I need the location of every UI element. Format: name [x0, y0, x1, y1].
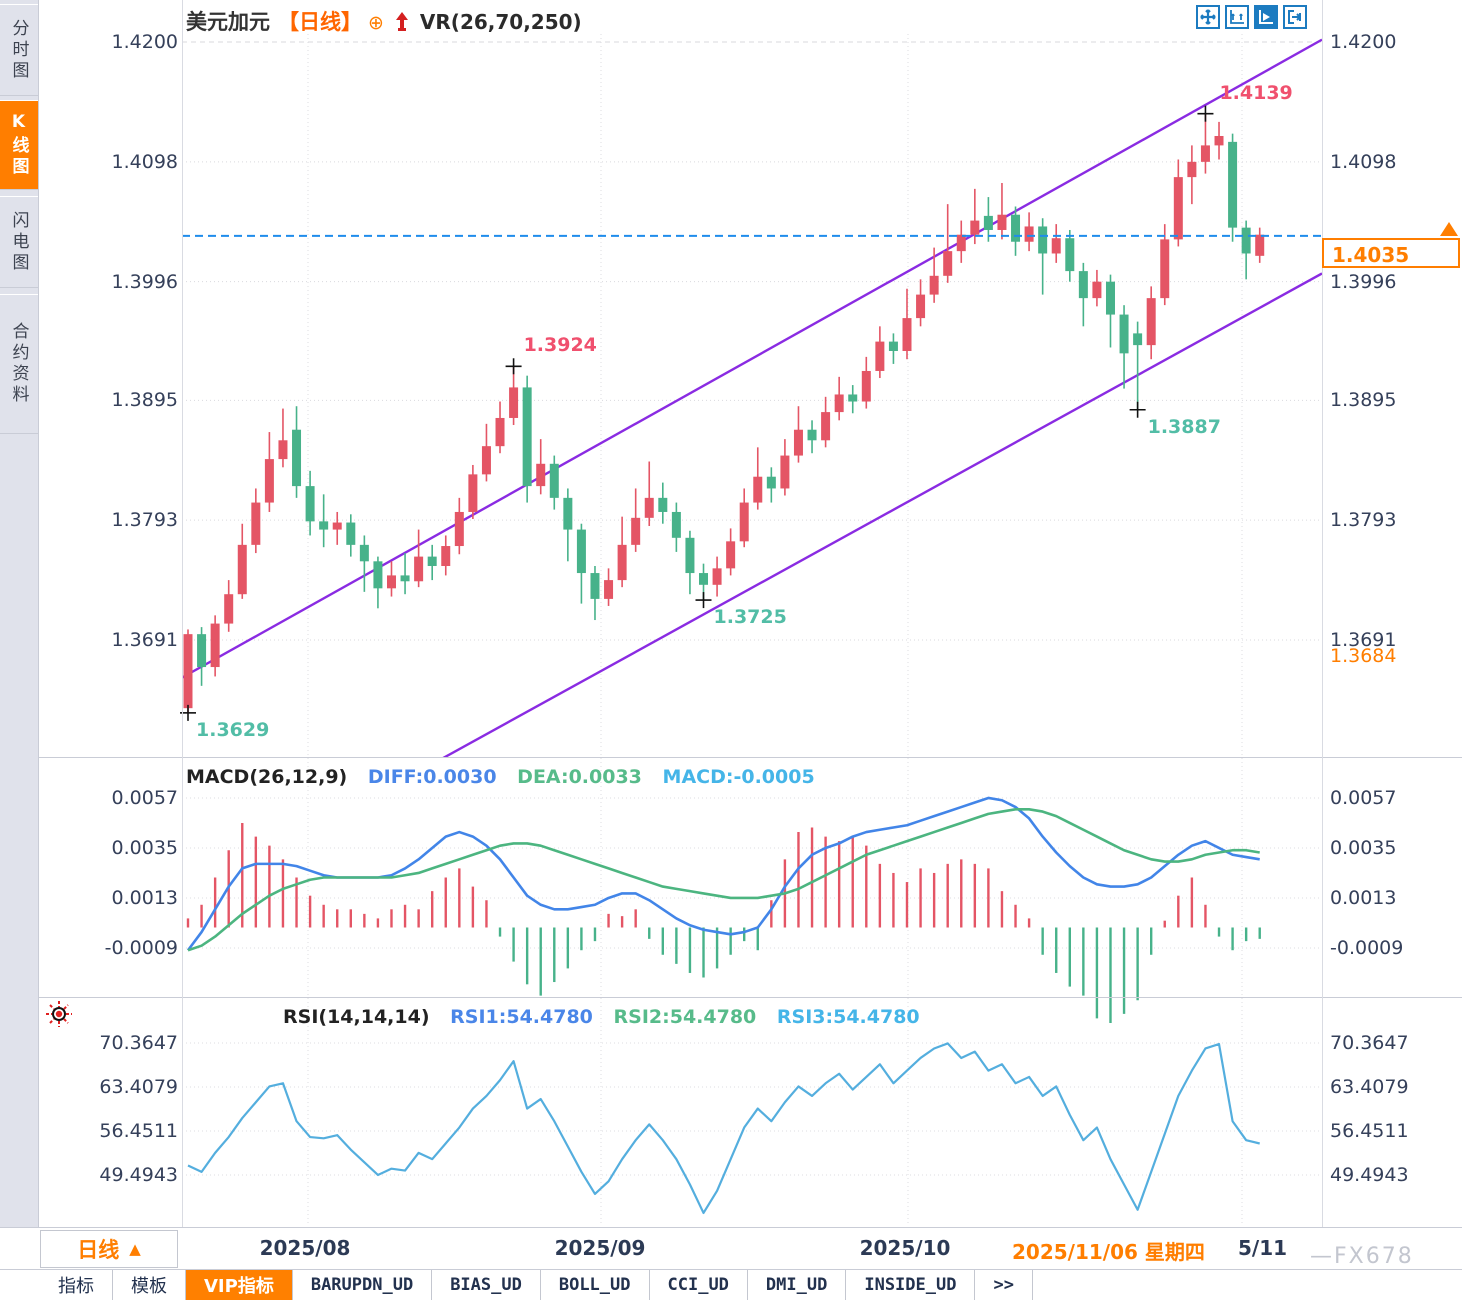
axis-tick-label: 0.0035 [1330, 836, 1397, 859]
axis-tick-label: 1.3895 [1330, 389, 1397, 412]
axis-tick-label: 1.3684 [1330, 645, 1397, 668]
axis-tick-label: 0.0013 [1330, 886, 1397, 909]
sidebar-item-contract-info[interactable]: 合约资料 [0, 294, 38, 434]
date-label-sep: 2025/09 [554, 1236, 646, 1260]
rsi1-value: RSI1:54.4780 [450, 1006, 593, 1028]
panel-separator [38, 757, 1462, 758]
axis-tick-label: 70.3647 [1330, 1032, 1409, 1054]
axis-tick-label: -0.0009 [1330, 936, 1404, 959]
axis-tick-label: 1.4200 [1330, 31, 1397, 53]
plot-right-border [1322, 0, 1323, 1227]
axis-tick-label: 70.3647 [99, 1032, 178, 1054]
swing-annotation: 1.3924 [523, 334, 597, 357]
axis-tick-label: 49.4943 [1330, 1164, 1409, 1187]
up-arrow-icon [394, 12, 410, 32]
rsi-title: RSI(14,14,14) [283, 1006, 430, 1028]
axis-tick-label: 1.3793 [1330, 509, 1397, 532]
symbol-title: 美元加元 [186, 10, 270, 34]
alert-sun-icon[interactable] [46, 1001, 72, 1027]
tab-templates[interactable]: 模板 [113, 1270, 186, 1300]
date-axis-bar: 日线 ▲ 2025/08 2025/09 2025/10 2025/11/06 … [0, 1227, 1462, 1269]
tab-barupdn[interactable]: BARUPDN_UD [293, 1270, 433, 1300]
axis-tick-label: 1.3996 [111, 270, 178, 293]
axis-tick-label: 1.3691 [1330, 629, 1397, 652]
tab-inside[interactable]: INSIDE_UD [846, 1270, 976, 1300]
exit-right-icon[interactable] [1283, 5, 1307, 29]
move-crosshair-icon[interactable] [1196, 5, 1220, 29]
rsi-header: RSI(14,14,14) RSI1:54.4780 RSI2:54.4780 … [283, 1006, 920, 1028]
axis-tick-label: 56.4511 [99, 1120, 178, 1143]
axis-tick-label: 1.3895 [111, 389, 178, 412]
watermark: —FX678 [1310, 1244, 1414, 1269]
date-label-nov: 5/11 [1238, 1236, 1288, 1260]
tab-boll[interactable]: BOLL_UD [541, 1270, 650, 1300]
macd-title: MACD(26,12,9) [186, 766, 348, 788]
swing-annotation: 1.3887 [1147, 415, 1221, 438]
axis-tick-label: 56.4511 [1330, 1120, 1409, 1143]
sidebar-item-time-chart[interactable]: 分时图 [0, 4, 38, 96]
swing-annotation: 1.4139 [1219, 81, 1293, 104]
date-label-oct: 2025/10 [859, 1236, 951, 1260]
axis-play-icon[interactable] [1254, 5, 1278, 29]
left-sidebar: 分时图 K线图 闪电图 合约资料 [0, 0, 39, 1237]
macd-diff-value: DIFF:0.0030 [367, 766, 497, 788]
axis-tick-label: 63.4079 [1330, 1076, 1409, 1098]
triangle-up-icon: ▲ [129, 1240, 141, 1258]
swing-annotation: 1.3629 [196, 718, 270, 741]
tab-bias[interactable]: BIAS_UD [432, 1270, 541, 1300]
panel-separator [38, 997, 1462, 998]
axis-tick-label: -0.0009 [104, 936, 178, 959]
macd-header: MACD(26,12,9) DIFF:0.0030 DEA:0.0033 MAC… [186, 766, 815, 788]
axis-tick-label: 49.4943 [99, 1164, 178, 1187]
tab-dmi[interactable]: DMI_UD [748, 1270, 847, 1300]
period-selector[interactable]: 日线 ▲ [40, 1230, 178, 1268]
axis-tick-label: 0.0057 [1330, 786, 1397, 809]
axis-tick-label: 0.0013 [111, 886, 178, 909]
macd-value: MACD:-0.0005 [662, 766, 815, 788]
indicator-tab-bar: 指标 模板 VIP指标 BARUPDN_UD BIAS_UD BOLL_UD C… [0, 1269, 1462, 1300]
rsi3-value: RSI3:54.4780 [776, 1006, 920, 1028]
price-up-arrow-icon [1440, 222, 1458, 236]
swing-annotation: 1.3725 [713, 606, 787, 629]
sidebar-item-kline-chart[interactable]: K线图 [0, 100, 38, 190]
tab-cci[interactable]: CCI_UD [650, 1270, 748, 1300]
vr-indicator-label: VR(26,70,250) [419, 10, 582, 34]
tab-indicators[interactable]: 指标 [40, 1270, 113, 1300]
axis-tick-label: 1.4098 [111, 150, 178, 173]
macd-dea-value: DEA:0.0033 [517, 766, 642, 788]
crosshair-date-label: 2025/11/06 星期四 [1012, 1240, 1205, 1264]
chart-header: 美元加元 【日线】 ⊕ VR(26,70,250) [186, 6, 582, 36]
axis-tick-label: 1.3793 [111, 509, 178, 532]
tab-more-chevron[interactable]: >> [975, 1270, 1033, 1300]
axis-tick-label: 1.3996 [1330, 270, 1397, 293]
axis-zoom-icon[interactable] [1225, 5, 1249, 29]
plot-left-border [182, 0, 183, 1227]
tab-vip-indicators[interactable]: VIP指标 [186, 1270, 293, 1300]
rsi2-value: RSI2:54.4780 [613, 1006, 757, 1028]
sidebar-item-lightning-chart[interactable]: 闪电图 [0, 196, 38, 288]
axis-tick-label: 1.4200 [111, 31, 178, 53]
axis-tick-label: 1.4098 [1330, 150, 1397, 173]
axis-tick-label: 0.0035 [111, 836, 178, 859]
axis-tick-label: 63.4079 [99, 1076, 178, 1098]
period-label[interactable]: 【日线】 [278, 10, 362, 34]
axis-tick-label: 0.0057 [111, 786, 178, 809]
chart-toolbar [1196, 5, 1307, 29]
date-label-aug: 2025/08 [259, 1236, 351, 1260]
current-price-badge: 1.4035 [1322, 238, 1460, 268]
add-indicator-icon[interactable]: ⊕ [368, 12, 384, 34]
period-selector-label: 日线 [77, 1238, 120, 1262]
axis-tick-label: 1.3691 [111, 629, 178, 652]
